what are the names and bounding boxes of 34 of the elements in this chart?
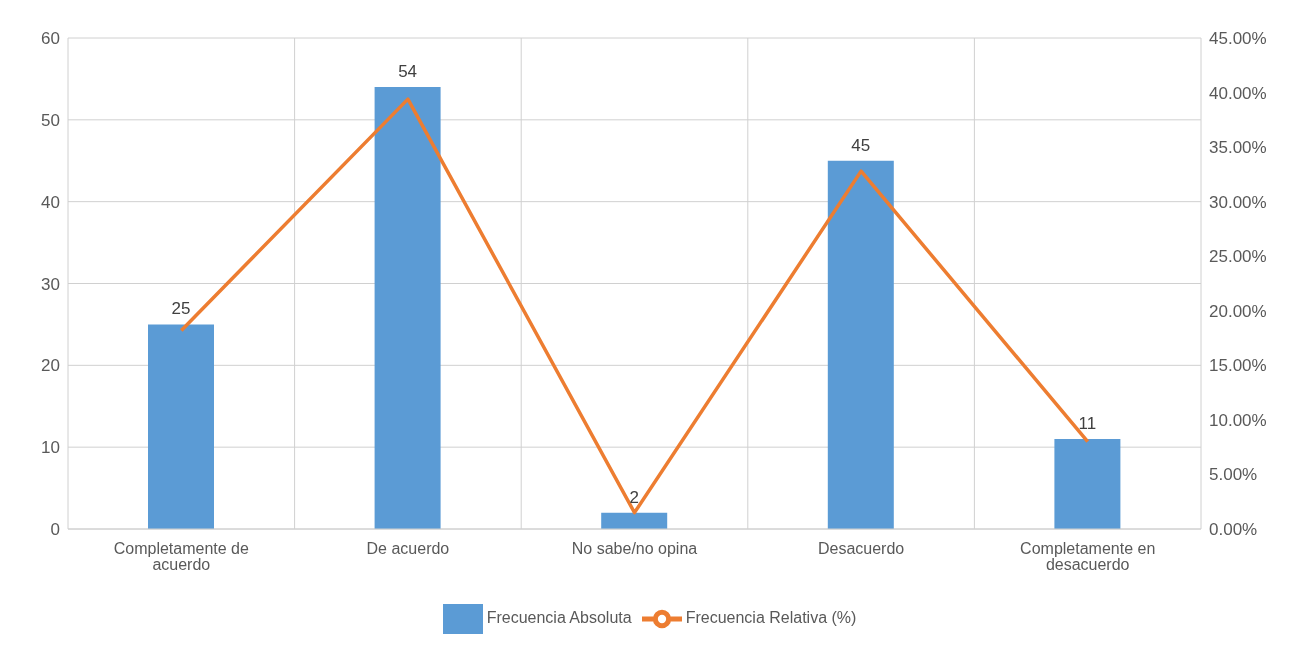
y2-tick-label: 20.00% xyxy=(1209,301,1267,321)
bar xyxy=(374,87,441,529)
bar xyxy=(601,512,668,529)
y2-tick-label: 40.00% xyxy=(1209,83,1267,103)
y-tick-label: 10 xyxy=(41,438,60,458)
x-tick-label: De acuerdo xyxy=(366,540,450,558)
y2-tick-label: 30.00% xyxy=(1209,192,1267,212)
y-tick-label: 40 xyxy=(41,192,60,212)
y-tick-label: 0 xyxy=(50,520,60,540)
bar xyxy=(148,324,214,529)
legend-label: Frecuencia Absoluta xyxy=(486,609,632,627)
y-tick-label: 50 xyxy=(41,110,60,130)
x-tick-label: Desacuerdo xyxy=(817,540,905,558)
y-tick-label: 30 xyxy=(41,274,60,294)
bar xyxy=(1054,438,1121,529)
y2-tick-label: 15.00% xyxy=(1209,356,1267,376)
x-tick-label: Completamente en desacuerdo xyxy=(1020,540,1156,574)
y-tick-label: 60 xyxy=(41,29,60,49)
data-label: 45 xyxy=(851,135,871,155)
x-tick-label: Completamente de acuerdo xyxy=(113,540,249,574)
data-label: 25 xyxy=(171,299,191,319)
y2-tick-label: 10.00% xyxy=(1209,410,1267,430)
x-tick-label: No sabe/no opina xyxy=(571,540,698,558)
y-tick-label: 20 xyxy=(41,356,60,376)
data-label: 11 xyxy=(1078,413,1097,433)
y2-tick-label: 25.00% xyxy=(1209,247,1267,267)
y2-tick-label: 35.00% xyxy=(1209,138,1267,158)
y2-tick-label: 0.00% xyxy=(1209,520,1258,540)
legend-label: Frecuencia Relativa (%) xyxy=(685,609,857,627)
bar xyxy=(827,160,894,529)
y2-tick-label: 5.00% xyxy=(1209,465,1258,485)
data-label: 2 xyxy=(629,487,639,507)
y2-tick-label: 45.00% xyxy=(1209,29,1267,49)
data-label: 54 xyxy=(398,62,418,82)
